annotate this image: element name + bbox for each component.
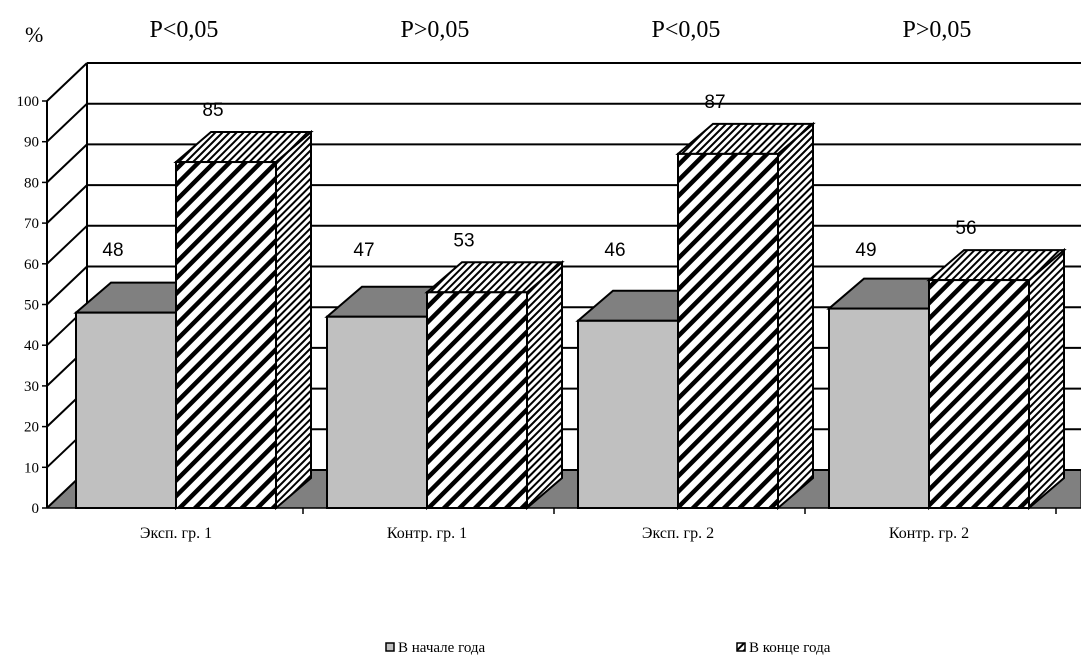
- data-label: 56: [955, 218, 976, 239]
- legend-item: В конце года: [736, 640, 831, 656]
- legend: В начале года В конце года: [385, 640, 831, 656]
- legend-label: В начале года: [398, 640, 486, 656]
- x-tick-label: Эксп. гр. 1: [140, 525, 212, 542]
- data-label: 87: [704, 92, 725, 113]
- bar-front: [928, 279, 1030, 509]
- p-value-label: P<0,05: [652, 17, 721, 43]
- y-tick-label: 90: [24, 135, 39, 151]
- gridline-diagonal: [46, 225, 88, 265]
- x-tick-label: Эксп. гр. 2: [642, 525, 714, 542]
- y-tick-label: 0: [32, 501, 40, 517]
- data-label: 53: [453, 230, 474, 251]
- bar-side: [526, 260, 563, 511]
- bar: [926, 247, 1067, 511]
- y-tick-label: 80: [24, 175, 39, 191]
- y-tick-label: 40: [24, 338, 39, 354]
- data-label: 46: [604, 240, 625, 261]
- bar-front: [175, 161, 277, 510]
- legend-swatch: [736, 642, 746, 652]
- y-tick-label: 50: [24, 298, 39, 314]
- p-value-label: P>0,05: [903, 17, 972, 43]
- bar-front: [828, 307, 930, 509]
- bar-side: [275, 129, 312, 511]
- data-labels: 48 85 47 53 46 87 49 56: [102, 92, 976, 261]
- gridline-diagonal: [46, 184, 88, 224]
- bar-side: [777, 121, 814, 511]
- bar-front: [677, 152, 779, 509]
- bar-front: [426, 291, 528, 510]
- gridline-diagonal: [46, 62, 88, 102]
- y-tick-label: 70: [24, 216, 39, 232]
- bar-front: [326, 315, 428, 509]
- p-value-label: P<0,05: [150, 17, 219, 43]
- y-tick-label: 60: [24, 257, 39, 273]
- bar: [424, 260, 565, 511]
- bar-side: [1028, 247, 1065, 511]
- y-tick-label: 30: [24, 379, 39, 395]
- x-tick-label: Контр. гр. 2: [889, 525, 969, 542]
- x-tick-labels: Эксп. гр. 1 Контр. гр. 1 Эксп. гр. 2 Контр.…: [140, 508, 1057, 542]
- bar: [173, 129, 314, 511]
- data-label: 85: [202, 100, 223, 121]
- x-tick-label: Контр. гр. 1: [387, 525, 467, 542]
- gridline-diagonal: [46, 143, 88, 184]
- p-value-annotations: P<0,05 P>0,05 P<0,05 P>0,05: [150, 17, 972, 43]
- legend-label: В конце года: [749, 640, 831, 656]
- y-tick-label: 20: [24, 420, 39, 436]
- legend-swatch: [385, 642, 395, 652]
- bars: [73, 121, 1067, 511]
- gridline-diagonal: [46, 265, 88, 306]
- y-tick-label: 10: [24, 460, 39, 476]
- bar-front: [577, 319, 679, 509]
- legend-item: В начале года: [385, 640, 486, 656]
- data-label: 49: [855, 240, 876, 261]
- y-tick-label: 100: [17, 94, 40, 110]
- data-label: 47: [353, 240, 374, 261]
- p-value-label: P>0,05: [401, 17, 470, 43]
- bar-front: [75, 311, 177, 510]
- bar: [675, 121, 816, 511]
- y-unit-label: %: [25, 22, 43, 47]
- data-label: 48: [102, 240, 123, 261]
- gridline-diagonal: [46, 102, 88, 143]
